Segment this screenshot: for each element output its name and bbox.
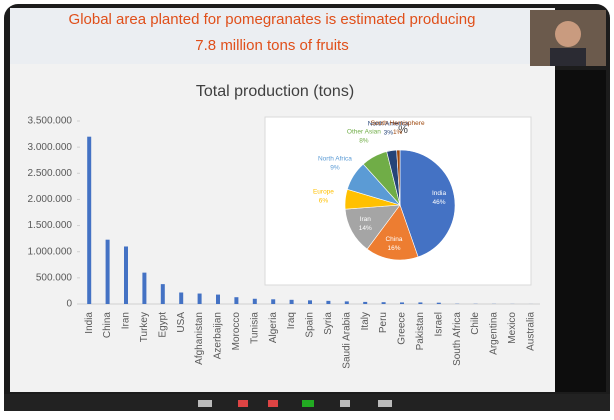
pie-value-label: 14%: [359, 225, 372, 232]
bar: [400, 302, 404, 304]
x-tick-label: India: [84, 312, 95, 334]
bar: [87, 137, 91, 304]
toolbar-button[interactable]: [198, 400, 212, 407]
toolbar-button[interactable]: [340, 400, 350, 407]
y-tick-label: 3.000.000: [28, 142, 73, 153]
toolbar-button[interactable]: [268, 400, 278, 407]
y-tick-label: 2.500.000: [28, 168, 73, 179]
y-tick-label: 500.000: [36, 272, 73, 283]
x-tick-label: Tunisia: [249, 312, 260, 344]
toolbar-button[interactable]: [238, 400, 248, 407]
pie-label: Europe: [313, 189, 334, 196]
x-tick-label: Afghanistan: [194, 312, 205, 365]
x-tick-label: Iraq: [286, 312, 297, 329]
pie-value-label: 46%: [433, 199, 446, 206]
pie-label: South Hemisphere: [371, 120, 425, 127]
pie-value-label: 3%: [384, 130, 394, 137]
bar: [437, 303, 441, 304]
x-tick-label: Spain: [305, 312, 316, 338]
bar: [142, 273, 146, 304]
bar: [345, 301, 349, 304]
x-tick-label: Morocco: [231, 312, 242, 351]
x-tick-label: Italy: [360, 312, 371, 330]
x-tick-label: Egypt: [157, 312, 168, 338]
bar: [124, 246, 128, 304]
y-tick-label: 1.500.000: [28, 220, 73, 231]
bar: [161, 284, 165, 304]
y-tick-label: 2.000.000: [28, 194, 73, 205]
x-tick-label: Mexico: [507, 312, 518, 344]
chart-title: Total production (tons): [196, 83, 354, 100]
slide-title: 7.8 million tons of fruits: [195, 37, 348, 54]
x-tick-label: USA: [176, 312, 187, 333]
pie-value-label: 16%: [387, 245, 400, 252]
x-tick-label: Peru: [378, 312, 389, 333]
pie-value-label: 9%: [330, 165, 340, 172]
pie-label: India: [432, 190, 446, 197]
x-tick-label: Algeria: [268, 312, 279, 344]
x-tick-label: Australia: [525, 312, 536, 351]
bar: [271, 299, 275, 304]
pie-label: China: [385, 236, 402, 243]
pie-label: Other Asian: [347, 129, 381, 136]
bar: [234, 297, 238, 304]
x-tick-label: Syria: [323, 312, 334, 335]
x-tick-label: China: [102, 312, 113, 339]
y-tick-label: 3.500.000: [28, 116, 73, 127]
pie-value-label: 1%: [393, 129, 403, 136]
pie-label: North Africa: [318, 156, 352, 163]
y-tick-label: 0: [66, 299, 72, 310]
side-strip: [555, 70, 606, 392]
slide-title: Global area planted for pomegranates is …: [69, 11, 476, 28]
bar: [179, 292, 183, 304]
toolbar-button[interactable]: [378, 400, 392, 407]
x-tick-label: Azerbaijan: [213, 312, 224, 359]
pie-value-label: 8%: [359, 138, 369, 145]
bar: [198, 294, 202, 304]
x-tick-label: Iran: [121, 312, 132, 329]
video-person: [555, 21, 581, 47]
x-tick-label: Israel: [433, 312, 444, 336]
x-tick-label: Argentina: [489, 312, 500, 355]
y-tick-label: 1.000.000: [28, 246, 73, 257]
x-tick-label: Pakistan: [415, 312, 426, 350]
x-tick-label: Chile: [470, 312, 481, 335]
bar: [216, 295, 220, 304]
x-tick-label: Greece: [397, 312, 408, 345]
bar: [382, 302, 386, 304]
x-tick-label: Saudi Arabia: [341, 312, 352, 369]
bar: [363, 302, 367, 304]
video-person: [550, 48, 586, 66]
bar: [418, 302, 422, 304]
pie-label: Iran: [360, 216, 372, 223]
bar: [326, 301, 330, 304]
x-tick-label: Turkey: [139, 312, 150, 342]
pie-value-label: 6%: [319, 198, 329, 205]
bar: [290, 300, 294, 304]
bar: [308, 300, 312, 304]
x-tick-label: South Africa: [452, 312, 463, 366]
bar: [106, 240, 110, 304]
bar: [253, 299, 257, 304]
toolbar-button[interactable]: [302, 400, 314, 407]
